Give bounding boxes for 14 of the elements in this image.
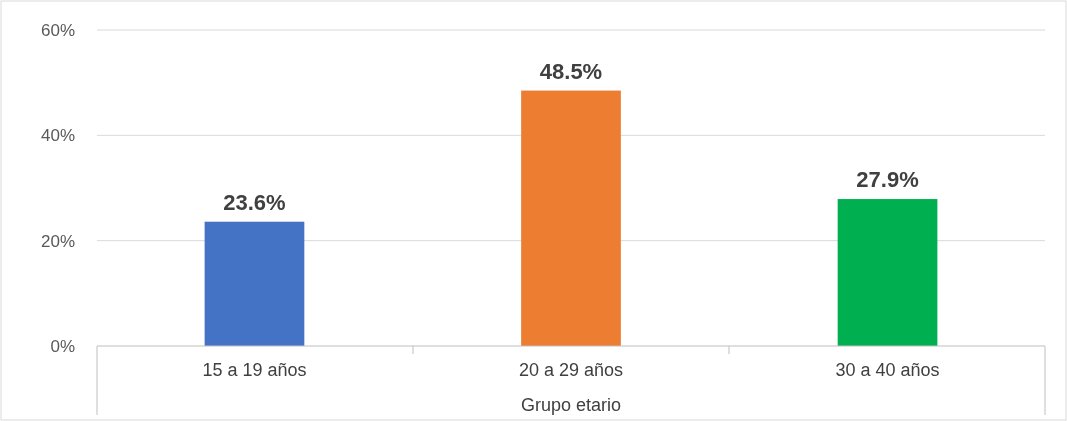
data-label: 48.5% [539,58,603,84]
data-label: 23.6% [223,189,286,215]
bar [837,199,938,346]
data-label: 27.9% [856,167,919,193]
y-tick-label: 0% [50,336,75,356]
y-tick-label: 20% [40,231,75,251]
x-tick-label: 20 a 29 años [518,360,624,380]
y-tick-label: 60% [40,20,75,40]
bar [204,221,305,346]
x-tick-label: 30 a 40 años [835,360,940,380]
y-tick-label: 40% [40,126,75,146]
x-axis-title: Grupo etario [520,395,622,415]
bar [521,90,621,346]
x-tick-label: 15 a 19 años [202,360,307,380]
